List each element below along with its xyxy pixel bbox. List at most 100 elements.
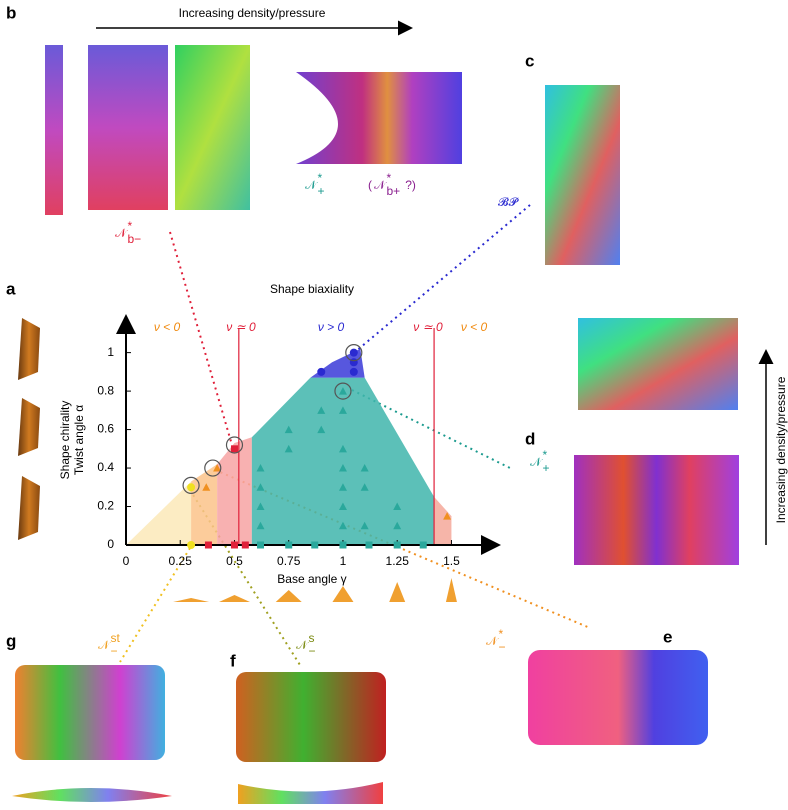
- highlight-ring: [345, 344, 363, 362]
- panel-label: d: [525, 429, 535, 448]
- arrow-label: Increasing density/pressure: [774, 376, 788, 523]
- snapshot: [545, 85, 620, 265]
- panel-label: a: [6, 279, 16, 298]
- connector: [354, 204, 531, 353]
- phase-label: 𝒩 *+: [530, 448, 550, 475]
- phase-sub: −: [111, 644, 118, 658]
- snapshot: [528, 650, 708, 745]
- phase-sub: −: [309, 644, 316, 658]
- marker: [187, 541, 196, 549]
- marker: [338, 521, 347, 530]
- marker: [317, 406, 326, 414]
- panel-label: b: [6, 3, 16, 22]
- marker: [365, 541, 373, 549]
- phase-symbol: 𝓑𝓟: [498, 195, 520, 209]
- marker: [339, 541, 347, 549]
- phase-symbol: 𝒩: [486, 634, 500, 648]
- shape-icon: [445, 578, 457, 602]
- y-tick-label: 0.8: [97, 383, 114, 397]
- marker: [317, 425, 326, 434]
- phase-region: [434, 496, 452, 545]
- phase-symbol: 𝒩: [98, 638, 112, 652]
- shape-icon: [389, 582, 406, 602]
- phase-sub: +: [318, 184, 325, 198]
- y-tick-label: 0.4: [97, 460, 114, 474]
- annotation: ν > 0: [318, 320, 345, 334]
- phase-prefix: (: [368, 178, 372, 192]
- marker: [256, 502, 265, 511]
- phase-symbol: 𝒩: [296, 638, 310, 652]
- x-tick-label: 0.25: [169, 554, 193, 568]
- marker: [256, 483, 265, 491]
- marker: [393, 502, 402, 511]
- prism: [18, 318, 40, 380]
- chart-title: Shape biaxiality: [270, 282, 354, 296]
- annotation: ν ≃ 0: [226, 320, 256, 334]
- phase-sub: −: [499, 640, 506, 654]
- marker: [349, 358, 358, 367]
- snapshot: [45, 45, 63, 215]
- phase-sup: st: [111, 631, 121, 645]
- arrow-label: Increasing density/pressure: [179, 6, 326, 20]
- panel-label: f: [230, 651, 236, 670]
- x-tick-label: 0: [123, 554, 130, 568]
- marker: [204, 541, 212, 549]
- phase-sub: +: [543, 461, 550, 475]
- phase-sup: *: [499, 627, 504, 641]
- panel-label: c: [525, 51, 534, 70]
- phase-label: 𝒩 *b−: [115, 219, 141, 246]
- prism: [18, 476, 40, 540]
- phase-sup: *: [387, 171, 392, 185]
- highlight-ring: [182, 476, 200, 494]
- snapshot: [15, 665, 165, 760]
- marker: [338, 483, 347, 491]
- marker: [241, 541, 249, 549]
- phase-sup: *: [318, 171, 323, 185]
- x-tick-label: 1: [340, 554, 347, 568]
- marker: [349, 348, 358, 357]
- annotation: ν < 0: [461, 320, 488, 334]
- phase-region: [251, 377, 435, 545]
- marker: [338, 406, 347, 414]
- marker: [284, 425, 293, 434]
- y-axis-label: Shape chirality: [58, 401, 72, 480]
- marker: [349, 367, 358, 376]
- connector: [189, 489, 301, 666]
- marker: [213, 464, 222, 472]
- shape-icon: [332, 586, 354, 602]
- marker: [338, 464, 347, 472]
- connector: [119, 547, 191, 663]
- marker: [230, 541, 238, 549]
- y-tick-label: 0: [107, 537, 114, 551]
- marker: [284, 444, 293, 453]
- phase-sup: *: [128, 219, 133, 233]
- snapshot: [88, 45, 168, 210]
- shape-icon: [173, 598, 210, 602]
- phase-sup: *: [543, 448, 548, 462]
- phase-label: 𝓑𝓟: [498, 195, 520, 209]
- x-tick-label: 1.5: [443, 554, 460, 568]
- marker: [443, 512, 452, 520]
- marker: [360, 483, 369, 491]
- phase-suffix: ?): [405, 178, 416, 192]
- phase-label: 𝒩 *−: [486, 627, 506, 654]
- panel-label: e: [663, 627, 672, 646]
- phase-label: 𝒩 *+: [305, 171, 325, 198]
- annotation: ν ≃ 0: [413, 320, 443, 334]
- marker: [256, 464, 265, 472]
- phase-sub: b+: [387, 184, 401, 198]
- snapshot: [296, 72, 462, 164]
- y-axis-label: Twist angle α: [72, 405, 86, 475]
- marker: [360, 521, 369, 530]
- marker: [360, 464, 369, 472]
- phase-symbol: 𝒩: [374, 178, 388, 192]
- marker: [257, 541, 265, 549]
- phase-sup: s: [309, 631, 315, 645]
- phase-symbol: 𝒩: [115, 226, 129, 240]
- highlight-ring: [204, 459, 222, 477]
- marker: [338, 502, 347, 511]
- shape-icon: [275, 590, 302, 602]
